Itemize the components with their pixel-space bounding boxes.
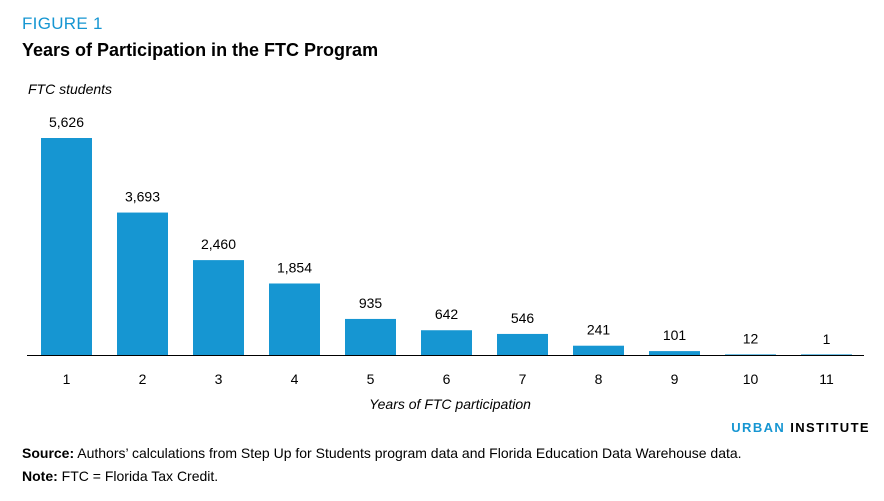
value-label-4: 1,854 [277, 259, 312, 275]
source-note: Source: Authors’ calculations from Step … [22, 445, 742, 461]
value-labels-group: 5,626 3,693 2,460 1,854 935 642 546 241 101 12 1 [49, 114, 831, 347]
value-label-8: 241 [587, 322, 611, 338]
figure-label: FIGURE 1 [22, 14, 103, 33]
x-tick-label-1: 1 [63, 371, 71, 387]
note-label: Note: [22, 468, 58, 484]
bar-3 [193, 260, 244, 355]
x-tick-label-3: 3 [215, 371, 223, 387]
x-tick-label-6: 6 [443, 371, 451, 387]
bar-2 [117, 212, 168, 355]
bar-11 [801, 354, 852, 355]
bar-10 [725, 354, 776, 355]
source-text: Authors’ calculations from Step Up for S… [77, 445, 742, 461]
bar-9 [649, 351, 700, 355]
x-axis-label: Years of FTC participation [369, 396, 531, 412]
bar-8 [573, 345, 624, 355]
brand-urban: URBAN [731, 420, 786, 435]
value-label-3: 2,460 [201, 236, 236, 252]
x-tick-label-10: 10 [743, 371, 759, 387]
note-text: FTC = Florida Tax Credit. [61, 468, 219, 484]
value-label-2: 3,693 [125, 189, 160, 205]
value-label-11: 1 [823, 331, 831, 347]
source-label: Source: [22, 445, 75, 461]
x-tick-label-5: 5 [367, 371, 375, 387]
x-tick-label-9: 9 [671, 371, 679, 387]
x-tick-label-8: 8 [595, 371, 603, 387]
footnote: Note: FTC = Florida Tax Credit. [22, 468, 218, 484]
value-label-1: 5,626 [49, 114, 84, 130]
x-tick-label-11: 11 [819, 371, 834, 387]
chart-title: Years of Participation in the FTC Progra… [22, 40, 379, 60]
value-label-5: 935 [359, 295, 383, 311]
x-tick-label-4: 4 [291, 371, 299, 387]
y-axis-label: FTC students [28, 81, 113, 97]
bars-group [41, 138, 852, 355]
brand-institute: INSTITUTE [790, 420, 870, 435]
x-tick-label-2: 2 [139, 371, 147, 387]
bar-4 [269, 283, 320, 355]
value-label-7: 546 [511, 310, 535, 326]
bar-1 [41, 138, 92, 355]
value-label-6: 642 [435, 306, 459, 322]
bar-7 [497, 333, 548, 355]
bar-5 [345, 318, 396, 355]
x-tick-label-7: 7 [519, 371, 527, 387]
value-label-10: 12 [743, 331, 759, 347]
bar-6 [421, 330, 472, 355]
value-label-9: 101 [663, 327, 687, 343]
urban-institute-logo: URBAN INSTITUTE [731, 420, 870, 435]
x-tick-labels-group: 1 2 3 4 5 6 7 8 9 10 11 [63, 371, 834, 387]
